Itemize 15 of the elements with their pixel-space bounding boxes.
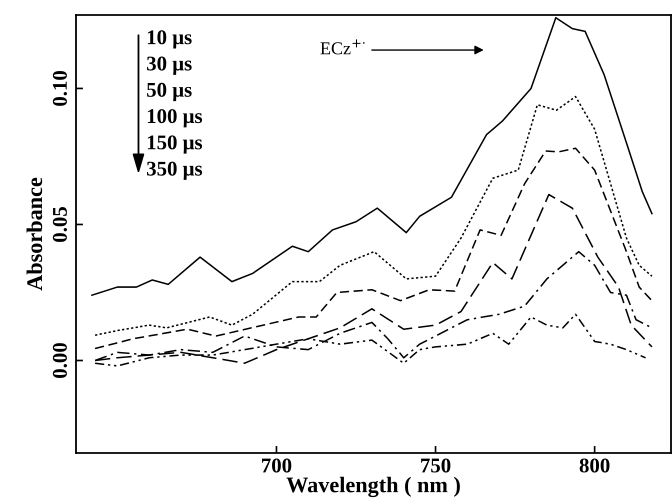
- annotation: ECz$^{+·}$: [320, 39, 364, 54]
- x-tick-label: 700: [262, 458, 292, 473]
- y-tick-label: 0.00: [52, 343, 67, 378]
- annotation: 10 μs: [148, 30, 192, 49]
- annotation: 350 μs: [146, 162, 202, 180]
- y-tick-label: 0.05: [52, 207, 67, 242]
- annotation: 30 μs: [146, 56, 192, 75]
- annotation: 150 μs: [148, 135, 202, 154]
- annotation: 100 μs: [148, 109, 202, 128]
- y-tick-label: 0.10: [52, 71, 67, 106]
- annotation: 50 μs: [147, 82, 192, 102]
- x-tick-label: 800: [580, 458, 610, 473]
- x-axis-title: Wavelength ( nm ): [286, 476, 460, 498]
- x-tick-label: 750: [421, 458, 450, 473]
- y-axis-title: Absorbance: [26, 178, 42, 291]
